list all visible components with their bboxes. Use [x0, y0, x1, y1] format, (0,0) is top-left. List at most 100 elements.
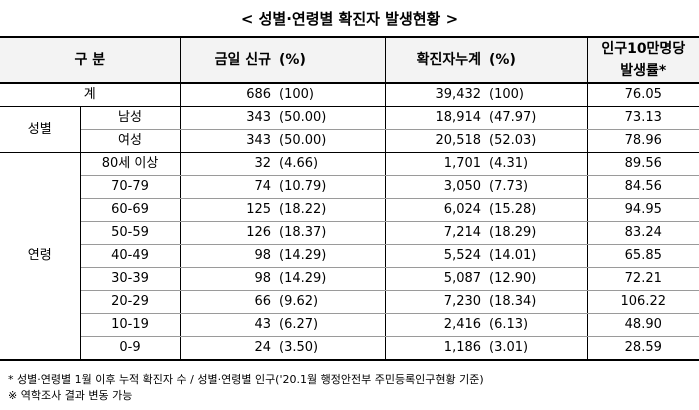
row-new-pct: (50.00) [275, 129, 386, 153]
row-rate: 89.56 [587, 152, 699, 176]
row-new-pct: (3.50) [275, 336, 386, 361]
row-new: 343 [180, 106, 276, 130]
header-total-cases: 확진자누계 [385, 36, 486, 84]
row-rate: 78.96 [587, 129, 699, 153]
row-new: 32 [180, 152, 276, 176]
table-row-total: 계 686 (100) 39,432 (100) 76.05 [0, 83, 699, 107]
row-new: 24 [180, 336, 276, 361]
row-rate: 73.13 [587, 106, 699, 130]
row-new: 125 [180, 198, 276, 222]
row-new: 98 [180, 244, 276, 268]
row-total: 3,050 [385, 175, 486, 199]
row-total: 5,087 [385, 267, 486, 291]
row-rate: 72.21 [587, 267, 699, 291]
row-total-pct: (7.73) [485, 175, 588, 199]
row-label: 50-59 [80, 221, 181, 245]
table-row-age: 40-49 98 (14.29) 5,524 (14.01) 65.85 [0, 244, 699, 268]
row-total: 6,024 [385, 198, 486, 222]
row-new-pct: (18.22) [275, 198, 386, 222]
header-rate-line1: 인구10만명당 [601, 41, 686, 57]
stats-table: 구 분 금일 신규 (%) 확진자누계 (%) 인구10만명당 발생률* 계 6… [0, 36, 699, 361]
header-new-cases: 금일 신규 [180, 36, 276, 84]
row-new: 43 [180, 313, 276, 337]
row-rate: 94.95 [587, 198, 699, 222]
row-label: 20-29 [80, 290, 181, 314]
table-row-age: 50-59 126 (18.37) 7,214 (18.29) 83.24 [0, 221, 699, 245]
row-label: 10-19 [80, 313, 181, 337]
row-total-pct: (3.01) [485, 336, 588, 361]
row-new: 74 [180, 175, 276, 199]
table-title: < 성별·연령별 확진자 발생현황 > [240, 10, 459, 28]
header-category: 구 분 [0, 36, 181, 84]
row-label: 80세 이상 [80, 152, 181, 176]
row-new: 126 [180, 221, 276, 245]
total-new: 686 [180, 83, 276, 107]
row-new-pct: (18.37) [275, 221, 386, 245]
table-row-age: 20-29 66 (9.62) 7,230 (18.34) 106.22 [0, 290, 699, 314]
table-row-age: 연령 80세 이상 32 (4.66) 1,701 (4.31) 89.56 [0, 152, 699, 361]
row-total-pct: (52.03) [485, 129, 588, 153]
row-total-pct: (14.01) [485, 244, 588, 268]
row-new-pct: (14.29) [275, 244, 386, 268]
row-total: 7,214 [385, 221, 486, 245]
row-total-pct: (6.13) [485, 313, 588, 337]
row-total: 18,914 [385, 106, 486, 130]
row-new-pct: (6.27) [275, 313, 386, 337]
total-rate: 76.05 [587, 83, 699, 107]
row-rate: 84.56 [587, 175, 699, 199]
row-label: 남성 [80, 106, 181, 130]
table-row-age: 70-79 74 (10.79) 3,050 (7.73) 84.56 [0, 175, 699, 199]
footnote-rate: * 성별·연령별 1월 이후 누적 확진자 수 / 성별·연령별 인구('20.… [8, 373, 484, 386]
table-row-male: 성별 남성 343 (50.00) 18,914 (47.97) 73.13 [0, 106, 699, 153]
row-new-pct: (50.00) [275, 106, 386, 130]
row-total: 20,518 [385, 129, 486, 153]
row-rate: 28.59 [587, 336, 699, 361]
table-row-age: 30-39 98 (14.29) 5,087 (12.90) 72.21 [0, 267, 699, 291]
footnote-change: ※ 역학조사 결과 변동 가능 [8, 389, 133, 402]
total-cases-pct: (100) [485, 83, 588, 107]
row-rate: 83.24 [587, 221, 699, 245]
age-group-label: 연령 [0, 152, 81, 361]
table-row-age: 0-9 24 (3.50) 1,186 (3.01) 28.59 [0, 336, 699, 361]
row-rate: 48.90 [587, 313, 699, 337]
row-label: 여성 [80, 129, 181, 153]
header-row: 구 분 금일 신규 (%) 확진자누계 (%) 인구10만명당 발생률* [0, 36, 699, 84]
row-total: 2,416 [385, 313, 486, 337]
table-row-female: 여성 343 (50.00) 20,518 (52.03) 78.96 [0, 129, 699, 153]
row-label: 40-49 [80, 244, 181, 268]
row-total: 1,701 [385, 152, 486, 176]
row-new: 98 [180, 267, 276, 291]
table-row-age: 60-69 125 (18.22) 6,024 (15.28) 94.95 [0, 198, 699, 222]
row-new-pct: (10.79) [275, 175, 386, 199]
row-total: 1,186 [385, 336, 486, 361]
row-total: 7,230 [385, 290, 486, 314]
row-new-pct: (14.29) [275, 267, 386, 291]
row-new: 343 [180, 129, 276, 153]
row-total-pct: (4.31) [485, 152, 588, 176]
sex-group-label: 성별 [0, 106, 81, 153]
row-label: 70-79 [80, 175, 181, 199]
row-label: 30-39 [80, 267, 181, 291]
row-label: 60-69 [80, 198, 181, 222]
row-total: 5,524 [385, 244, 486, 268]
row-total-pct: (12.90) [485, 267, 588, 291]
row-total-pct: (18.34) [485, 290, 588, 314]
header-new-pct: (%) [275, 36, 386, 84]
footnotes: * 성별·연령별 1월 이후 누적 확진자 수 / 성별·연령별 인구('20.… [8, 372, 698, 404]
row-new-pct: (9.62) [275, 290, 386, 314]
total-new-pct: (100) [275, 83, 386, 107]
row-rate: 65.85 [587, 244, 699, 268]
header-total-pct: (%) [485, 36, 588, 84]
row-total-pct: (15.28) [485, 198, 588, 222]
row-new-pct: (4.66) [275, 152, 386, 176]
header-rate: 인구10만명당 발생률* [587, 36, 699, 84]
total-cases: 39,432 [385, 83, 486, 107]
table-row-age: 10-19 43 (6.27) 2,416 (6.13) 48.90 [0, 313, 699, 337]
row-rate: 106.22 [587, 290, 699, 314]
row-total-pct: (18.29) [485, 221, 588, 245]
row-total-pct: (47.97) [485, 106, 588, 130]
row-label: 0-9 [80, 336, 181, 361]
total-label: 계 [0, 83, 181, 107]
row-new: 66 [180, 290, 276, 314]
header-rate-line2: 발생률* [620, 63, 667, 79]
